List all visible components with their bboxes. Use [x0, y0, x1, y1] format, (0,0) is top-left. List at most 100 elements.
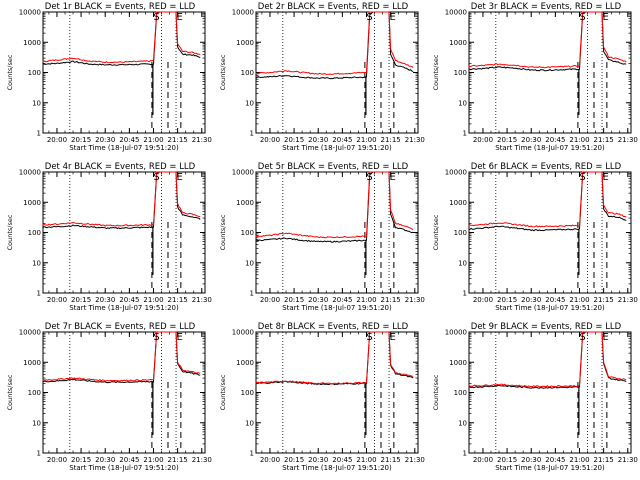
x-tick-label: 20:30: [521, 296, 541, 304]
y-tick-label: 1: [463, 290, 467, 298]
x-axis-label: Start Time (18-Jul-07 19:51:20): [495, 144, 605, 152]
y-tick-label: 10: [458, 419, 467, 427]
x-tick-label: 21:30: [192, 456, 212, 464]
detector-chart: Det 2r BLACK = Events, RED = LLD 1 10 100 10…: [219, 2, 425, 152]
x-tick-label: 20:15: [71, 296, 91, 304]
x-tick-label: 21:15: [168, 136, 188, 144]
x-tick-label: 20:15: [284, 296, 304, 304]
x-tick-label: 21:15: [594, 456, 614, 464]
detector-panel: Det 9r BLACK = Events, RED = LLD 1 10 100 10…: [426, 320, 639, 480]
flare-start-marker: S: [153, 332, 159, 343]
chart-title: Det 1r BLACK = Events, RED = LLD: [45, 2, 196, 12]
flare-end-marker: E: [389, 12, 395, 23]
y-tick-label: 10000: [232, 329, 254, 337]
x-tick-label: 20:15: [497, 136, 517, 144]
x-tick-label: 20:45: [545, 136, 565, 144]
lld-series-line: [255, 171, 414, 239]
x-tick-label: 20:00: [47, 296, 67, 304]
x-tick-label: 21:00: [356, 456, 376, 464]
chart-title: Det 6r BLACK = Events, RED = LLD: [471, 162, 622, 172]
x-tick-label: 20:45: [332, 136, 352, 144]
x-tick-label: 21:15: [381, 296, 401, 304]
x-tick-label: 20:45: [545, 456, 565, 464]
x-tick-label: 20:30: [521, 136, 541, 144]
x-tick-label: 20:30: [95, 136, 115, 144]
x-tick-label: 20:30: [95, 456, 115, 464]
lld-series-line: [42, 171, 201, 227]
y-tick-label: 100: [241, 229, 254, 237]
x-tick-label: 21:00: [569, 456, 589, 464]
x-tick-label: 20:00: [473, 136, 493, 144]
y-tick-label: 10: [32, 99, 41, 107]
x-tick-label: 21:00: [143, 136, 163, 144]
x-tick-label: 20:00: [260, 296, 280, 304]
x-axis-label: Start Time (18-Jul-07 19:51:20): [69, 144, 179, 152]
y-axis-label: Counts/sec: [6, 54, 14, 90]
x-tick-label: 21:30: [405, 136, 425, 144]
detector-chart: Det 4r BLACK = Events, RED = LLD 1 10 100 10…: [6, 162, 212, 312]
y-tick-label: 10000: [445, 9, 467, 17]
x-tick-label: 20:15: [284, 136, 304, 144]
x-tick-label: 21:30: [192, 136, 212, 144]
y-tick-label: 1000: [236, 199, 254, 207]
y-tick-label: 1000: [449, 39, 467, 47]
chart-title: Det 2r BLACK = Events, RED = LLD: [258, 2, 409, 12]
chart-title: Det 7r BLACK = Events, RED = LLD: [45, 322, 196, 332]
x-tick-label: 20:15: [284, 456, 304, 464]
detector-chart: Det 5r BLACK = Events, RED = LLD 1 10 100 10…: [219, 162, 425, 312]
lld-series-line: [42, 11, 201, 64]
y-tick-label: 10000: [232, 9, 254, 17]
y-tick-label: 1: [37, 290, 41, 298]
y-tick-label: 1000: [23, 359, 41, 367]
x-tick-label: 21:15: [168, 296, 188, 304]
detector-panel: Det 4r BLACK = Events, RED = LLD 1 10 100 10…: [0, 160, 213, 320]
x-tick-label: 20:00: [260, 456, 280, 464]
y-tick-label: 10: [245, 99, 254, 107]
detector-chart: Det 6r BLACK = Events, RED = LLD 1 10 100 10…: [432, 162, 638, 312]
y-tick-label: 10: [245, 419, 254, 427]
x-tick-label: 21:00: [356, 136, 376, 144]
chart-title: Det 4r BLACK = Events, RED = LLD: [45, 162, 196, 172]
x-tick-label: 21:15: [168, 456, 188, 464]
y-axis-label: Counts/sec: [6, 214, 14, 250]
detector-panel: Det 5r BLACK = Events, RED = LLD 1 10 100 10…: [213, 160, 426, 320]
flare-end-marker: E: [602, 172, 608, 183]
x-tick-label: 20:00: [473, 296, 493, 304]
y-axis-label: Counts/sec: [432, 214, 440, 250]
y-tick-label: 1000: [236, 39, 254, 47]
x-tick-label: 20:00: [473, 456, 493, 464]
detector-chart: Det 8r BLACK = Events, RED = LLD 1 10 100 10…: [219, 322, 425, 472]
detector-panel: Det 7r BLACK = Events, RED = LLD 1 10 100 10…: [0, 320, 213, 480]
chart-title: Det 3r BLACK = Events, RED = LLD: [471, 2, 622, 12]
flare-end-marker: E: [389, 332, 395, 343]
y-tick-label: 10000: [445, 329, 467, 337]
detector-panel: Det 6r BLACK = Events, RED = LLD 1 10 100 10…: [426, 160, 639, 320]
detector-chart: Det 1r BLACK = Events, RED = LLD 1 10 100 10…: [6, 2, 212, 152]
y-axis-label: Counts/sec: [219, 54, 227, 90]
flare-end-marker: E: [176, 12, 182, 23]
y-tick-label: 10000: [19, 329, 41, 337]
y-axis-label: Counts/sec: [219, 374, 227, 410]
detector-panel: Det 8r BLACK = Events, RED = LLD 1 10 100 10…: [213, 320, 426, 480]
y-tick-label: 1: [250, 450, 254, 458]
flare-end-marker: E: [176, 172, 182, 183]
flare-start-marker: S: [579, 332, 585, 343]
x-tick-label: 21:00: [569, 296, 589, 304]
y-tick-label: 10: [245, 259, 254, 267]
y-tick-label: 100: [454, 229, 467, 237]
x-tick-label: 20:00: [47, 456, 67, 464]
y-tick-label: 10000: [232, 169, 254, 177]
lld-series-line: [42, 331, 201, 382]
y-tick-label: 1000: [449, 199, 467, 207]
x-tick-label: 20:45: [332, 296, 352, 304]
y-tick-label: 1000: [449, 359, 467, 367]
flare-end-marker: E: [389, 172, 395, 183]
x-tick-label: 20:15: [71, 136, 91, 144]
y-tick-label: 1: [250, 130, 254, 138]
flare-start-marker: S: [366, 332, 372, 343]
x-tick-label: 20:00: [47, 136, 67, 144]
x-tick-label: 20:45: [119, 296, 139, 304]
y-tick-label: 1: [37, 130, 41, 138]
y-tick-label: 100: [454, 389, 467, 397]
x-tick-label: 21:30: [618, 136, 638, 144]
